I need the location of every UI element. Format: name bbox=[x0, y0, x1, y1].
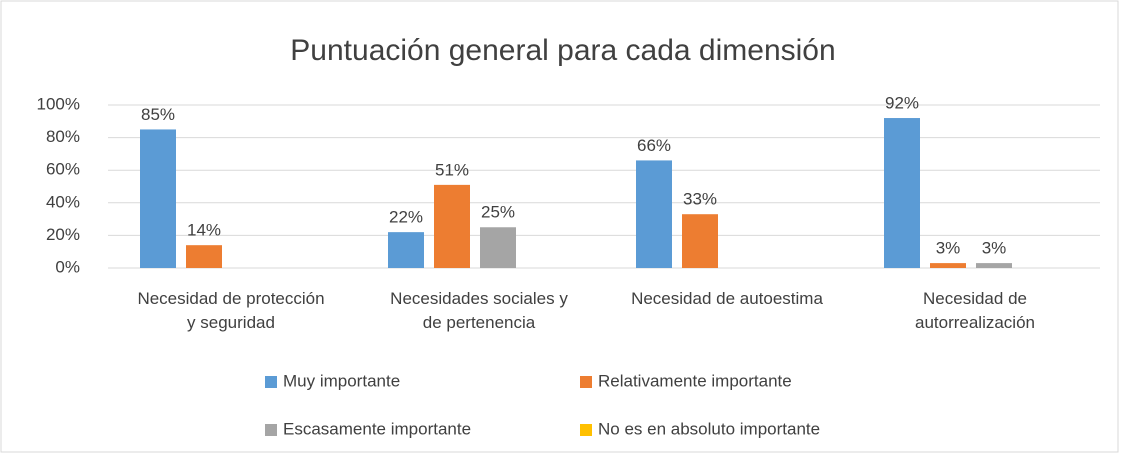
bar bbox=[930, 263, 966, 268]
data-label: 14% bbox=[187, 221, 221, 240]
x-tick-label: Necesidad de autoestima bbox=[631, 289, 823, 308]
bar bbox=[434, 184, 470, 268]
data-label: 51% bbox=[435, 160, 469, 179]
chart-title: Puntuación general para cada dimensión bbox=[290, 34, 835, 67]
bar bbox=[186, 245, 222, 268]
data-label: 25% bbox=[481, 203, 515, 222]
legend-label: Relativamente importante bbox=[598, 371, 792, 390]
legend-swatch bbox=[580, 424, 592, 436]
legend-swatch bbox=[580, 376, 592, 388]
legend-swatch bbox=[265, 424, 277, 436]
legend-label: No es en absoluto importante bbox=[598, 419, 820, 438]
bar bbox=[140, 129, 176, 268]
bar bbox=[388, 232, 424, 268]
data-label: 22% bbox=[389, 208, 423, 227]
bar bbox=[636, 160, 672, 268]
bar bbox=[884, 118, 920, 268]
y-tick-label: 20% bbox=[46, 225, 80, 244]
data-label: 66% bbox=[637, 136, 671, 155]
bar bbox=[480, 227, 516, 268]
y-tick-label: 80% bbox=[46, 127, 80, 146]
y-tick-label: 0% bbox=[55, 257, 80, 276]
bar bbox=[682, 214, 718, 268]
y-tick-label: 100% bbox=[37, 94, 80, 113]
legend-label: Muy importante bbox=[283, 371, 400, 390]
legend-swatch bbox=[265, 376, 277, 388]
bar bbox=[976, 263, 1012, 268]
x-tick-label: Necesidad de protección y seguridad bbox=[137, 289, 325, 332]
legend-label: Escasamente importante bbox=[283, 419, 471, 438]
y-tick-label: 60% bbox=[46, 160, 80, 179]
x-tick-label: Necesidad de autorrealización bbox=[914, 289, 1035, 332]
data-label: 33% bbox=[683, 190, 717, 209]
x-tick-label: Necesidades sociales y de pertenencia bbox=[390, 289, 568, 332]
data-label: 85% bbox=[141, 105, 175, 124]
data-label: 3% bbox=[936, 239, 961, 258]
data-label: 3% bbox=[982, 239, 1007, 258]
data-label: 92% bbox=[885, 94, 919, 113]
y-tick-label: 40% bbox=[46, 192, 80, 211]
